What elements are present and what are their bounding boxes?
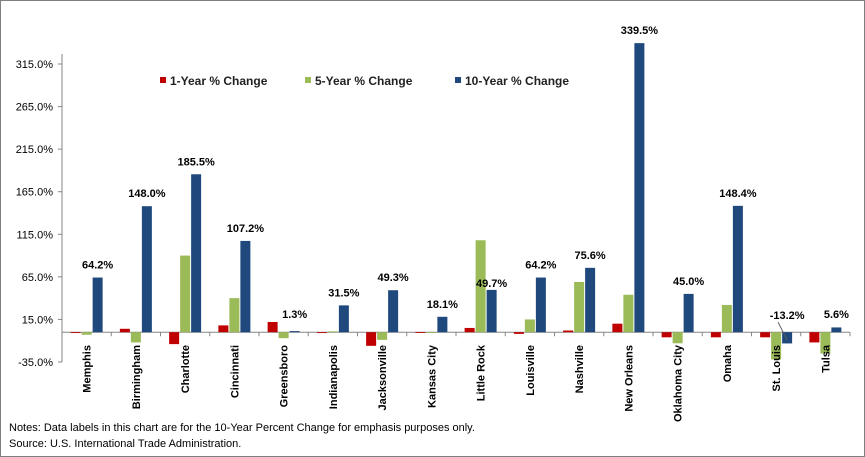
bar-10-year-change xyxy=(240,240,251,333)
bar-1-year-change xyxy=(661,332,672,338)
data-label: 1.3% xyxy=(282,309,307,321)
category-label: St. Louis xyxy=(771,345,783,391)
bar-1-year-change xyxy=(563,330,574,333)
bar-10-year-change xyxy=(92,277,103,333)
bar-10-year-change xyxy=(634,43,645,333)
category-label: Tulsa xyxy=(820,344,832,373)
category-label: Birmingham xyxy=(131,345,143,409)
data-label: 107.2% xyxy=(227,223,265,235)
legend-label: 1-Year % Change xyxy=(170,74,268,88)
category-label: Greensboro xyxy=(279,345,291,408)
bar-1-year-change xyxy=(710,332,721,338)
category-label: Oklahoma City xyxy=(673,344,685,422)
bar-1-year-change xyxy=(316,332,327,334)
bar-5-year-change xyxy=(130,332,141,343)
category-label: Little Rock xyxy=(476,344,488,401)
legend-swatch xyxy=(455,77,461,83)
bar-1-year-change xyxy=(760,332,771,338)
bar-1-year-change xyxy=(513,332,524,334)
bar-1-year-change xyxy=(218,325,229,333)
data-label: 18.1% xyxy=(427,299,458,311)
bar-10-year-change xyxy=(191,174,202,333)
legend-swatch xyxy=(160,77,166,83)
y-tick-label: 265.0% xyxy=(16,102,54,114)
bar-5-year-change xyxy=(180,255,191,333)
category-label: Jacksonville xyxy=(377,345,389,410)
category-label: Nashville xyxy=(574,345,586,393)
bar-5-year-change xyxy=(524,319,535,333)
bar-1-year-change xyxy=(809,332,820,343)
data-label: 49.7% xyxy=(476,278,507,290)
bar-5-year-change xyxy=(771,332,782,360)
bar-1-year-change xyxy=(267,321,278,333)
bar-5-year-change xyxy=(327,331,338,333)
data-label: 148.4% xyxy=(719,188,757,200)
bar-10-year-change xyxy=(732,205,743,333)
bar-10-year-change xyxy=(486,289,497,333)
bar-10-year-change xyxy=(388,290,399,333)
bar-5-year-change xyxy=(278,332,289,339)
bar-10-year-change xyxy=(782,332,793,344)
bar-1-year-change xyxy=(119,328,130,333)
category-label: New Orleans xyxy=(623,345,635,412)
bar-5-year-change xyxy=(426,332,437,333)
data-label: 148.0% xyxy=(128,188,166,200)
legend-label: 5-Year % Change xyxy=(315,74,413,88)
bar-5-year-change xyxy=(820,332,831,354)
bar-10-year-change xyxy=(585,267,596,333)
bar-5-year-change xyxy=(475,240,486,333)
bar-5-year-change xyxy=(574,281,585,333)
y-tick-label: -35.0% xyxy=(18,357,53,369)
bar-10-year-change xyxy=(831,327,842,333)
data-label-leader xyxy=(777,321,788,341)
data-label: 339.5% xyxy=(621,25,659,37)
y-tick-label: 115.0% xyxy=(17,229,54,241)
category-label: Kansas City xyxy=(426,344,438,408)
notes-line: Notes: Data labels in this chart are for… xyxy=(9,422,475,434)
bar-5-year-change xyxy=(672,332,683,344)
bar-1-year-change xyxy=(415,332,426,333)
bar-10-year-change xyxy=(289,331,300,333)
data-label: 64.2% xyxy=(525,260,556,272)
category-label: Memphis xyxy=(82,345,94,393)
bar-10-year-change xyxy=(141,206,152,333)
data-label: 31.5% xyxy=(328,287,359,299)
bar-1-year-change xyxy=(169,332,180,345)
data-label: 75.6% xyxy=(575,250,606,262)
bar-5-year-change xyxy=(623,294,634,333)
y-tick-label: 315.0% xyxy=(16,59,54,71)
y-tick-label: 15.0% xyxy=(22,314,53,326)
category-label: Charlotte xyxy=(180,345,192,393)
bar-10-year-change xyxy=(437,316,448,333)
bar-10-year-change xyxy=(535,277,546,333)
data-label: 49.3% xyxy=(378,272,409,284)
bar-1-year-change xyxy=(612,323,623,333)
category-label: Louisville xyxy=(525,345,537,396)
data-label: 185.5% xyxy=(177,156,215,168)
bar-1-year-change xyxy=(464,327,475,333)
bar-10-year-change xyxy=(338,305,349,333)
category-label: Indianapolis xyxy=(328,345,340,409)
bar-5-year-change xyxy=(229,298,240,333)
y-tick-label: 165.0% xyxy=(16,187,54,199)
category-label: Omaha xyxy=(722,344,734,382)
bar-10-year-change xyxy=(683,293,694,333)
y-tick-label: 215.0% xyxy=(16,144,54,156)
bar-5-year-change xyxy=(721,304,732,333)
data-label: 5.6% xyxy=(824,309,849,321)
legend-label: 10-Year % Change xyxy=(465,74,569,88)
bar-5-year-change xyxy=(81,332,92,335)
chart-notes: Notes: Data labels in this chart are for… xyxy=(9,420,475,452)
bar-1-year-change xyxy=(366,332,377,346)
data-label: 64.2% xyxy=(82,260,113,272)
data-label: 45.0% xyxy=(673,276,704,288)
category-label: Cincinnati xyxy=(229,345,241,398)
data-label: -13.2% xyxy=(770,310,805,322)
bar-1-year-change xyxy=(70,332,81,334)
bar-5-year-change xyxy=(377,332,388,340)
legend-swatch xyxy=(305,77,311,83)
source-line: Source: U.S. International Trade Adminis… xyxy=(9,438,242,450)
y-tick-label: 65.0% xyxy=(22,272,53,284)
